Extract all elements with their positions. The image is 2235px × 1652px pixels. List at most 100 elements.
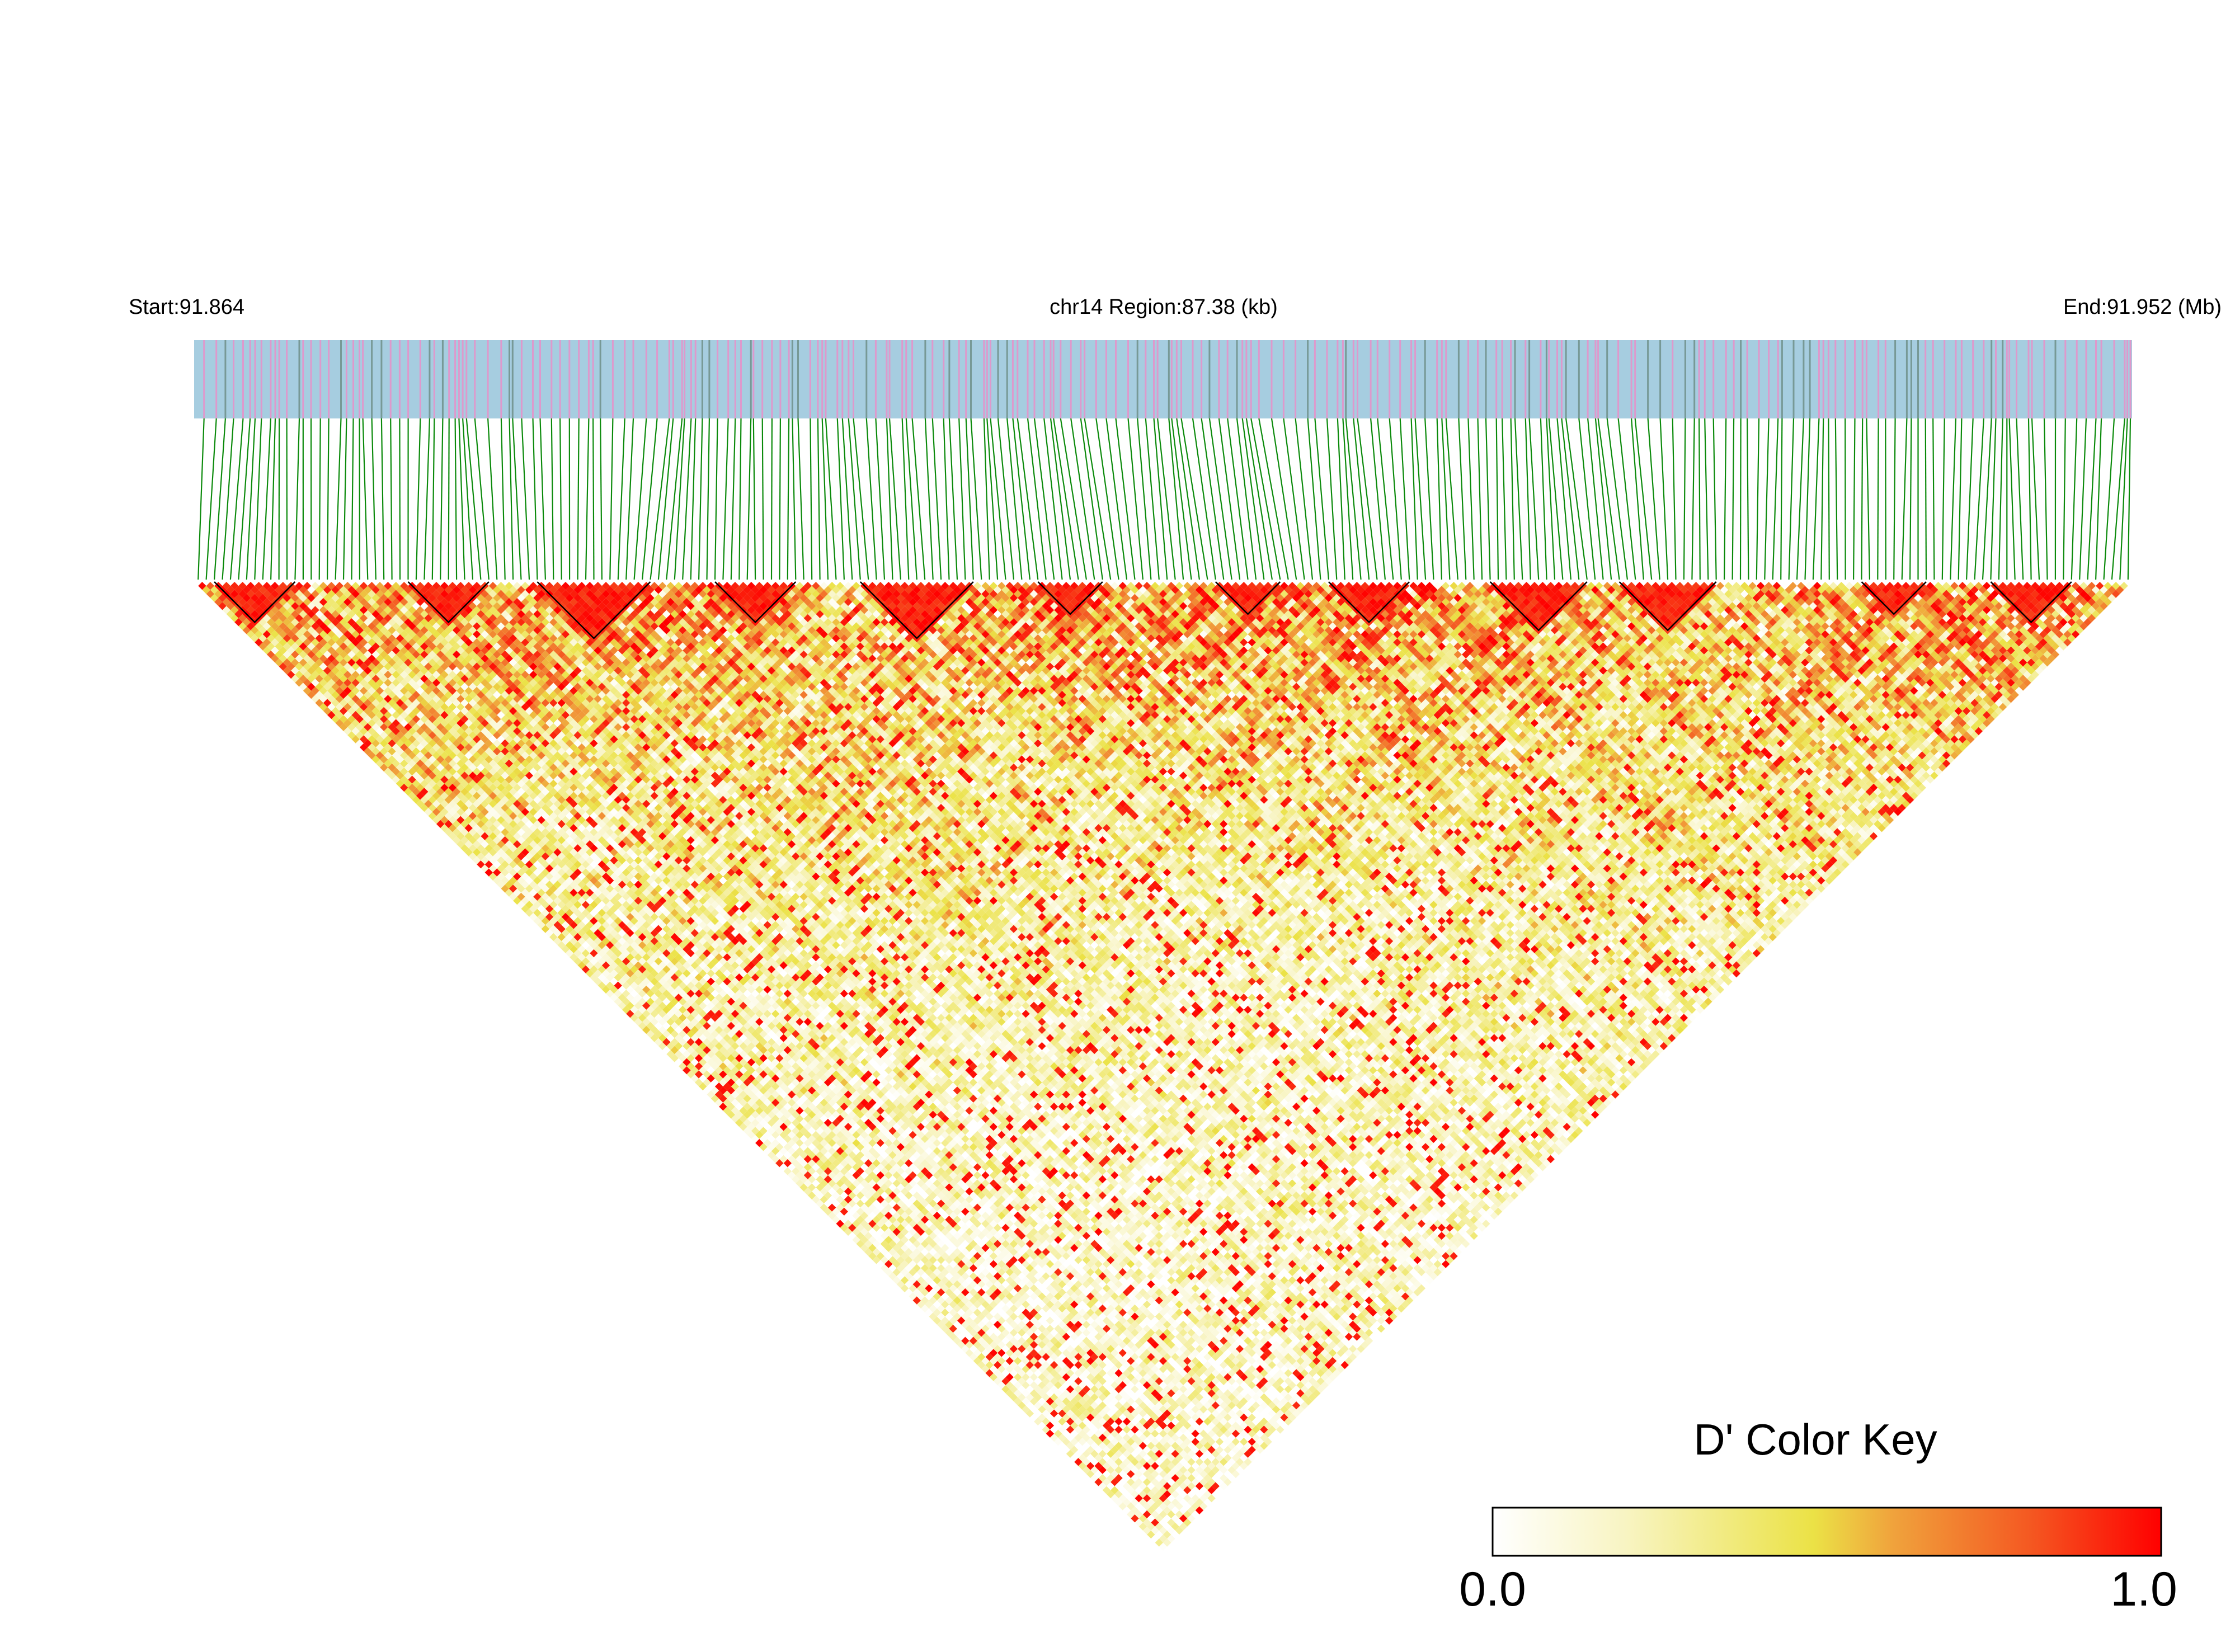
- snp-mark: [734, 340, 736, 418]
- snp-mark: [2076, 340, 2078, 418]
- ld-cell: [610, 994, 618, 1002]
- ld-cell: [541, 909, 550, 917]
- snp-mark: [1548, 340, 1550, 418]
- ld-cell: [226, 610, 235, 618]
- ld-cell: [448, 824, 457, 832]
- ld-cell: [198, 582, 206, 590]
- ld-cell: [634, 994, 643, 1002]
- ld-cell: [517, 868, 525, 877]
- ld-cell: [517, 892, 525, 901]
- snp-mark: [1084, 340, 1086, 418]
- snp-mark: [1436, 340, 1438, 418]
- ld-cell: [311, 662, 319, 671]
- ld-cell: [965, 1333, 973, 1341]
- ld-cell: [961, 1336, 970, 1345]
- snp-connector: [1548, 418, 1564, 580]
- snp-connector: [1236, 418, 1257, 580]
- ld-cell: [981, 1365, 990, 1373]
- ld-cell: [258, 634, 267, 643]
- snp-mark: [2016, 340, 2017, 418]
- snp-mark: [1080, 340, 1082, 418]
- snp-connector: [550, 418, 554, 580]
- snp-mark: [821, 340, 824, 418]
- ld-cell: [916, 1292, 925, 1301]
- snp-connector: [327, 418, 330, 580]
- snp-mark: [511, 340, 514, 418]
- snp-mark: [1545, 340, 1547, 418]
- snp-connector: [1885, 418, 1886, 580]
- ld-cell: [634, 1001, 643, 1010]
- ld-cell: [723, 1090, 731, 1099]
- snp-connector: [1171, 418, 1192, 580]
- ld-cell: [941, 1300, 949, 1309]
- snp-connector: [1168, 418, 1184, 580]
- ld-cell: [275, 634, 283, 643]
- ld-cell: [371, 723, 380, 731]
- snp-connector: [1180, 418, 1208, 580]
- snp-mark: [2043, 340, 2045, 418]
- ld-cell: [896, 1264, 905, 1272]
- ld-cell: [473, 856, 481, 865]
- ld-cell: [1086, 1453, 1095, 1462]
- snp-mark: [1326, 340, 1328, 418]
- snp-connector: [2103, 418, 2115, 580]
- ld-cell: [484, 860, 493, 869]
- snp-mark: [997, 340, 999, 418]
- snp-connector: [1208, 418, 1232, 580]
- ld-cell: [977, 1361, 986, 1369]
- ld-cell: [755, 1131, 764, 1139]
- snp-connector: [1764, 418, 1770, 580]
- ld-cell: [662, 1014, 671, 1022]
- ld-cell: [727, 1102, 735, 1111]
- ld-cell: [925, 1300, 933, 1309]
- ld-cell: [561, 937, 570, 945]
- ld-cell: [331, 690, 340, 699]
- ld-cell: [344, 710, 352, 719]
- snp-connector: [509, 418, 514, 580]
- snp-connector: [792, 418, 797, 580]
- snp-mark: [888, 340, 891, 418]
- ld-cell: [477, 828, 485, 836]
- snp-connector: [1458, 418, 1467, 580]
- ld-cell: [949, 1316, 957, 1325]
- ld-cell: [428, 788, 436, 796]
- ld-cell: [1114, 1482, 1123, 1490]
- ld-cell: [327, 703, 336, 711]
- ld-cell: [929, 1288, 937, 1297]
- snp-connector: [1659, 418, 1669, 580]
- ld-cell: [335, 695, 344, 703]
- ld-cell: [1142, 1526, 1151, 1535]
- ld-cell: [202, 586, 210, 594]
- snp-mark: [694, 340, 697, 418]
- snp-mark: [1587, 340, 1589, 418]
- ld-cell: [630, 1014, 638, 1022]
- ld-cell: [529, 896, 538, 905]
- ld-cell: [323, 690, 332, 699]
- ld-cell: [1029, 1413, 1038, 1422]
- ld-cell: [658, 1042, 667, 1051]
- snp-connector: [1389, 418, 1402, 580]
- snp-mark: [215, 340, 218, 418]
- ld-cell: [1038, 1397, 1046, 1406]
- ld-cell: [287, 662, 295, 671]
- snp-connector: [1342, 418, 1354, 580]
- ld-cell: [1163, 1538, 1171, 1547]
- ld-cell: [1018, 1401, 1026, 1410]
- snp-connector: [1084, 418, 1112, 580]
- ld-cell: [1127, 1494, 1135, 1503]
- ld-cell: [622, 981, 630, 990]
- ld-cell: [428, 812, 436, 820]
- ld-cell: [238, 597, 247, 606]
- snp-connector: [1546, 418, 1556, 580]
- ld-cell: [699, 1074, 707, 1082]
- ld-cell: [1151, 1535, 1159, 1543]
- ld-cell: [714, 1074, 723, 1082]
- snp-connector: [1467, 418, 1475, 580]
- ld-cell: [488, 848, 497, 856]
- ld-cell: [1171, 1530, 1179, 1539]
- snp-mark: [825, 340, 827, 418]
- snp-connector: [657, 418, 674, 580]
- snp-mark: [948, 340, 951, 418]
- ld-cell: [375, 735, 384, 743]
- ld-cell: [533, 901, 542, 909]
